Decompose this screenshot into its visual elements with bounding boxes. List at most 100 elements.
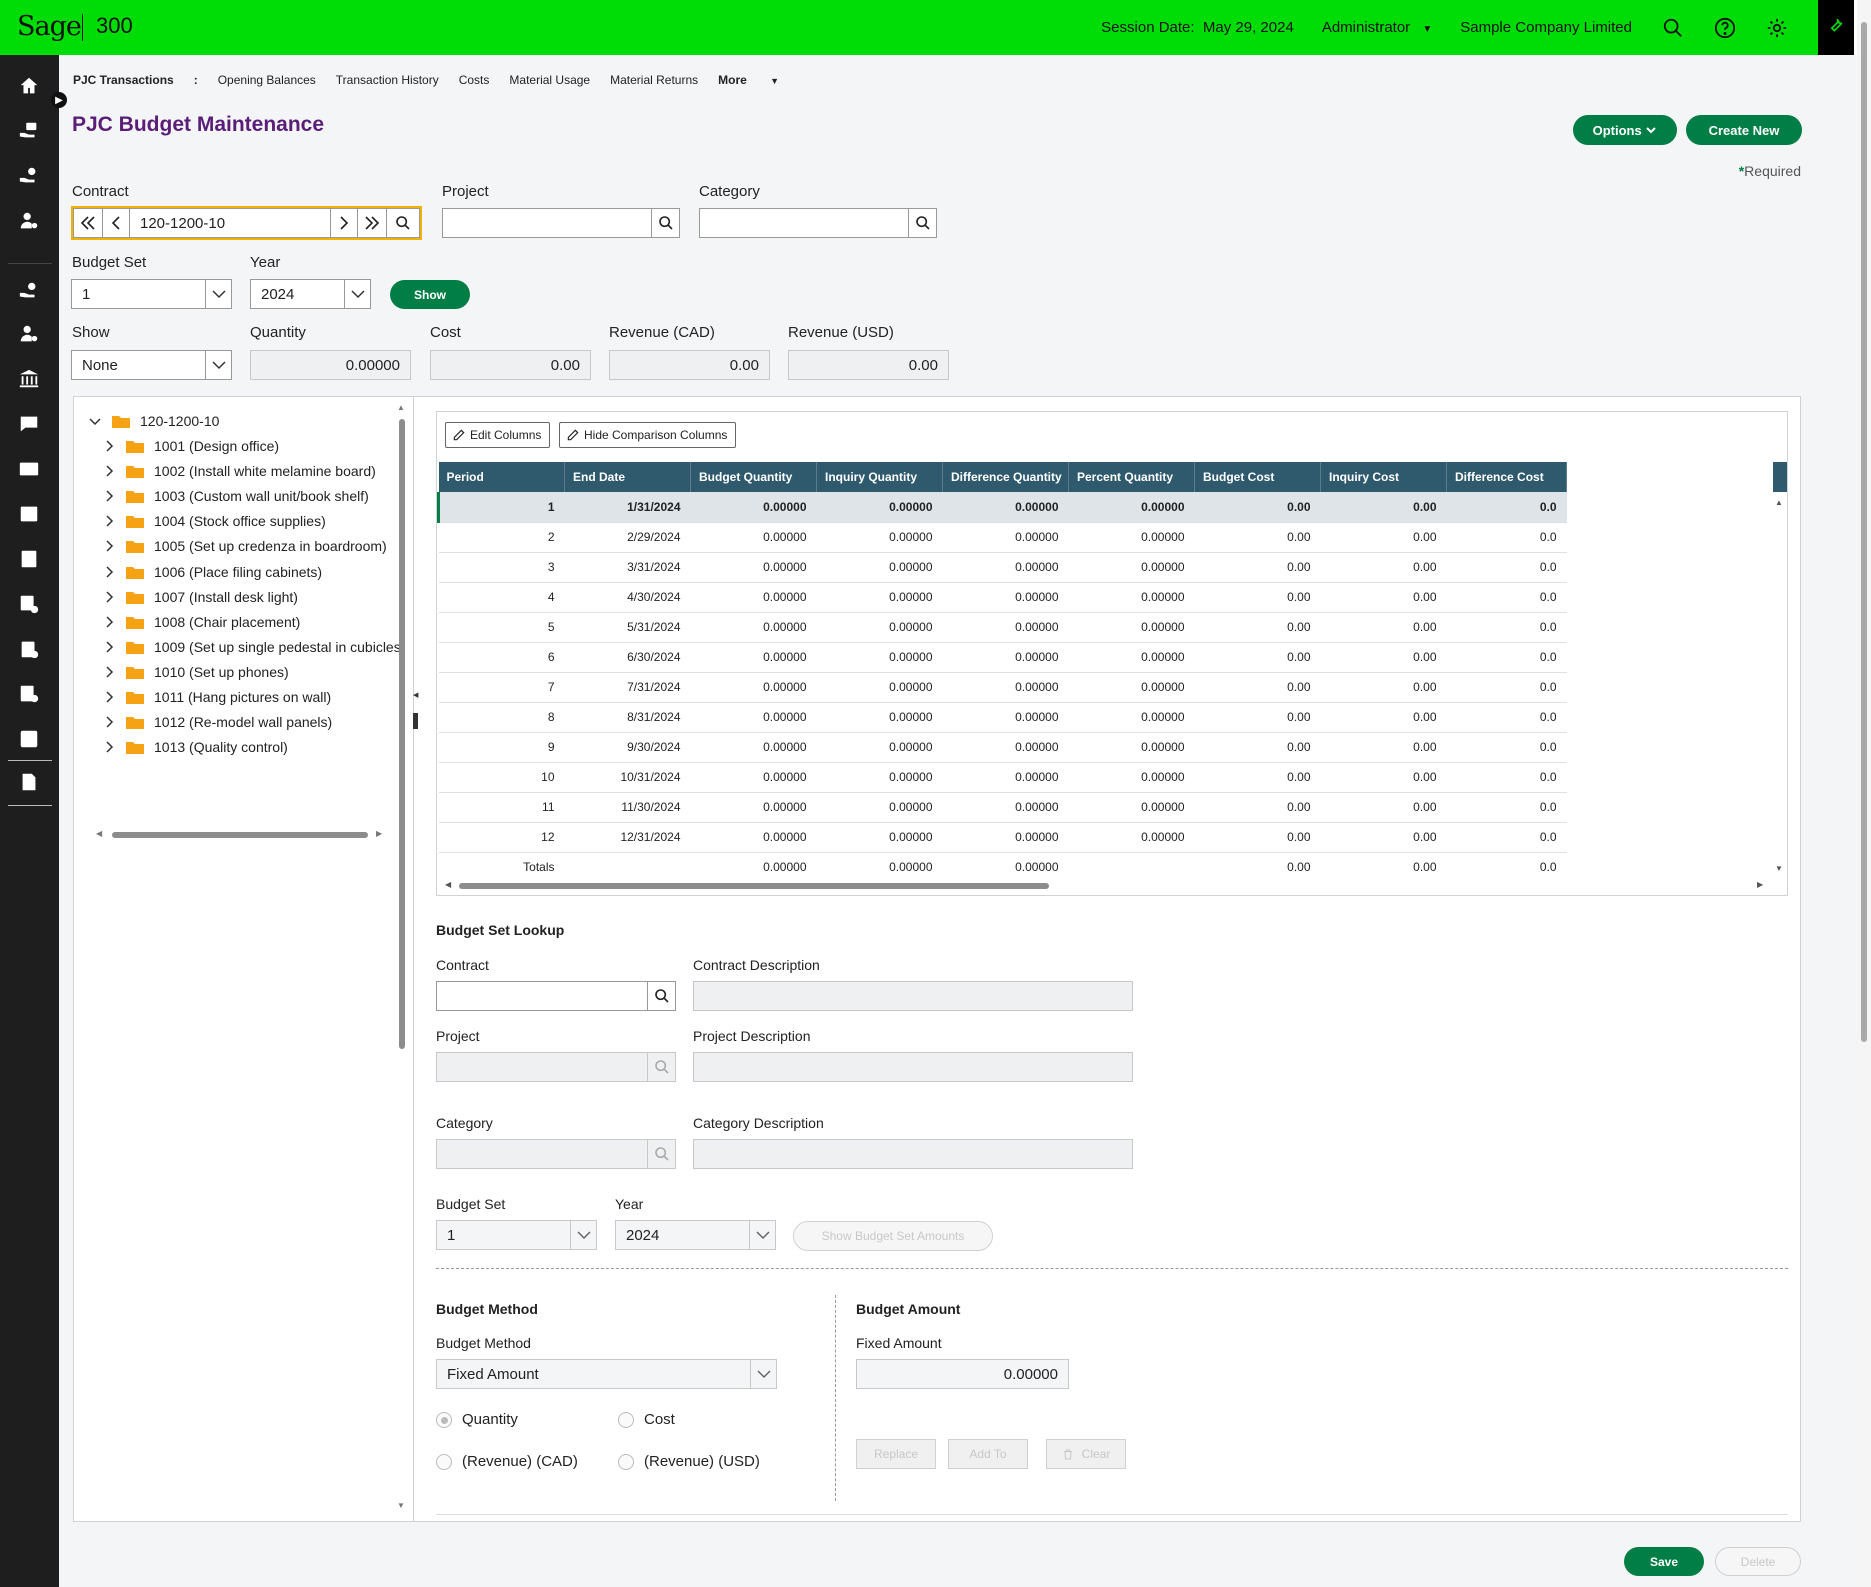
column-header[interactable]: Difference Quantity (942, 462, 1069, 492)
scroll-up-icon[interactable]: ▲ (397, 403, 405, 412)
grid-cell[interactable]: 0.00000 (1068, 522, 1195, 553)
chevron-right-icon[interactable] (102, 565, 116, 579)
home-icon[interactable] (18, 75, 40, 97)
hand-money-icon[interactable] (18, 120, 40, 142)
column-header[interactable]: Budget Cost (1194, 462, 1321, 492)
grid-cell[interactable]: 0.00000 (690, 522, 817, 553)
scroll-left-icon[interactable]: ◀ (96, 829, 103, 838)
hide-comparison-button[interactable]: Hide Comparison Columns (559, 422, 737, 448)
grid-cell[interactable]: 12/31/2024 (564, 822, 691, 853)
tab-material-returns[interactable]: Material Returns (610, 73, 699, 87)
grid-cell[interactable]: 5/31/2024 (564, 612, 691, 643)
table-row[interactable]: 10 10/31/2024 0.00000 0.00000 0.00000 0.00000… (438, 762, 1567, 793)
tree-item[interactable]: 1003 (Custom wall unit/book shelf) (102, 484, 369, 508)
grid-cell[interactable]: 0.00 (1320, 852, 1447, 877)
grid-cell[interactable]: 0.00000 (1068, 762, 1195, 793)
grid-cell[interactable]: 0.00000 (816, 792, 943, 823)
grid-cell[interactable]: 0.00000 (816, 492, 943, 523)
grid-cell[interactable]: 0.00000 (690, 762, 817, 793)
grid-cell[interactable]: 0.00000 (816, 582, 943, 613)
grid-cell[interactable]: 2 (438, 522, 565, 553)
grid-cell[interactable]: 0.00000 (816, 822, 943, 853)
grid-cell[interactable]: 0.00000 (1068, 642, 1195, 673)
grid-cell[interactable] (1068, 852, 1195, 877)
grid-cell[interactable]: 0.0 (1446, 492, 1567, 523)
grid-cell[interactable]: 7 (438, 672, 565, 703)
lookup-budget-set-select[interactable]: 1 (436, 1220, 597, 1250)
chevron-right-icon[interactable] (102, 590, 116, 604)
tree-item[interactable]: 1008 (Chair placement) (102, 610, 300, 634)
users-gear-icon[interactable] (18, 323, 40, 345)
tree-item[interactable]: 1010 (Set up phones) (102, 660, 289, 684)
search-icon[interactable] (1662, 17, 1684, 39)
grid-cell[interactable]: 0.00000 (690, 642, 817, 673)
grid-cell[interactable]: Totals (438, 852, 565, 877)
grid-cell[interactable]: 0.00000 (942, 702, 1069, 733)
company-name[interactable]: Sample Company Limited (1460, 19, 1632, 36)
grid-cell[interactable]: 0.00000 (690, 732, 817, 763)
grid-cell[interactable]: 7/31/2024 (564, 672, 691, 703)
grid-cell[interactable]: 0.0 (1446, 822, 1567, 853)
previous-record-button[interactable] (102, 208, 130, 238)
grid-cell[interactable]: 0.00000 (942, 852, 1069, 877)
table-row[interactable]: 5 5/31/2024 0.00000 0.00000 0.00000 0.00000 0.… (438, 612, 1567, 643)
table-row[interactable]: 8 8/31/2024 0.00000 0.00000 0.00000 0.00000 0.… (438, 702, 1567, 733)
grid-cell[interactable]: 0.00000 (690, 582, 817, 613)
grid-cell[interactable]: 0.00000 (1068, 672, 1195, 703)
project-search-button[interactable] (651, 208, 680, 238)
year-select[interactable]: 2024 (250, 279, 371, 309)
grid-cell[interactable]: 0.00000 (816, 672, 943, 703)
scroll-right-icon[interactable]: ▶ (1757, 880, 1764, 889)
grid-cell[interactable]: 0.0 (1446, 522, 1567, 553)
radio-revenue-cad[interactable]: (Revenue) (CAD) (436, 1453, 578, 1470)
grid-cell[interactable]: 0.00000 (942, 582, 1069, 613)
show-select[interactable]: None (71, 350, 232, 380)
grid-cell[interactable]: 0.00000 (942, 822, 1069, 853)
chevron-right-icon[interactable] (102, 514, 116, 528)
grid-cell[interactable]: 10 (438, 762, 565, 793)
grid-cell[interactable]: 0.00 (1194, 852, 1321, 877)
chevron-right-icon[interactable] (102, 715, 116, 729)
grid-cell[interactable]: 5 (438, 612, 565, 643)
hand-money-icon[interactable] (18, 280, 40, 302)
grid-cell[interactable]: 4/30/2024 (564, 582, 691, 613)
category-search-button[interactable] (908, 208, 937, 238)
column-header[interactable]: Difference Cost (1446, 462, 1567, 492)
scroll-right-icon[interactable]: ▶ (376, 829, 383, 838)
last-record-button[interactable] (357, 208, 387, 238)
tree-item[interactable]: 1011 (Hang pictures on wall) (102, 685, 331, 709)
scroll-up-icon[interactable]: ▲ (1775, 498, 1783, 507)
scroll-down-icon[interactable]: ▼ (1775, 864, 1783, 873)
tree-item[interactable]: 1009 (Set up single pedestal in cubicles… (102, 635, 405, 659)
table-row[interactable]: 2 2/29/2024 0.00000 0.00000 0.00000 0.00000 0.… (438, 522, 1567, 553)
grid-cell[interactable] (564, 852, 691, 877)
tree-item[interactable]: 1004 (Stock office supplies) (102, 509, 326, 533)
collapse-pane-icon[interactable]: ◀ (413, 692, 419, 699)
grid-cell[interactable]: 0.00000 (942, 732, 1069, 763)
report-icon[interactable] (18, 771, 40, 793)
sage-logo[interactable]: Sage (17, 11, 82, 42)
grid-cell[interactable]: 0.00000 (1068, 552, 1195, 583)
table-row[interactable]: 9 9/30/2024 0.00000 0.00000 0.00000 0.00000 0.… (438, 732, 1567, 763)
users-gear-icon[interactable] (18, 210, 40, 232)
project-input[interactable] (442, 208, 653, 238)
first-record-button[interactable] (73, 208, 103, 238)
grid-cell[interactable]: 0.0 (1446, 762, 1567, 793)
grid-cell[interactable]: 0.00000 (816, 762, 943, 793)
tab-costs[interactable]: Costs (458, 73, 490, 87)
grid-cell[interactable]: 12 (438, 822, 565, 853)
next-record-button[interactable] (330, 208, 358, 238)
grid-cell[interactable]: 0.00000 (942, 672, 1069, 703)
contract-input[interactable]: 120-1200-10 (129, 208, 331, 238)
tree-root[interactable]: 120-1200-10 (88, 409, 219, 433)
budget-method-select[interactable]: Fixed Amount (436, 1359, 777, 1389)
grid-cell[interactable]: 0.00 (1194, 582, 1321, 613)
tree-item[interactable]: 1012 (Re-model wall panels) (102, 710, 332, 734)
grid-cell[interactable]: 0.00000 (942, 792, 1069, 823)
grid-cell[interactable]: 0.00000 (690, 672, 817, 703)
grid-cell[interactable]: 0.00 (1194, 702, 1321, 733)
chevron-right-icon[interactable] (102, 615, 116, 629)
grid-cell[interactable]: 6 (438, 642, 565, 673)
tree-item[interactable]: 1006 (Place filing cabinets) (102, 560, 322, 584)
column-header[interactable]: End Date (564, 462, 691, 492)
